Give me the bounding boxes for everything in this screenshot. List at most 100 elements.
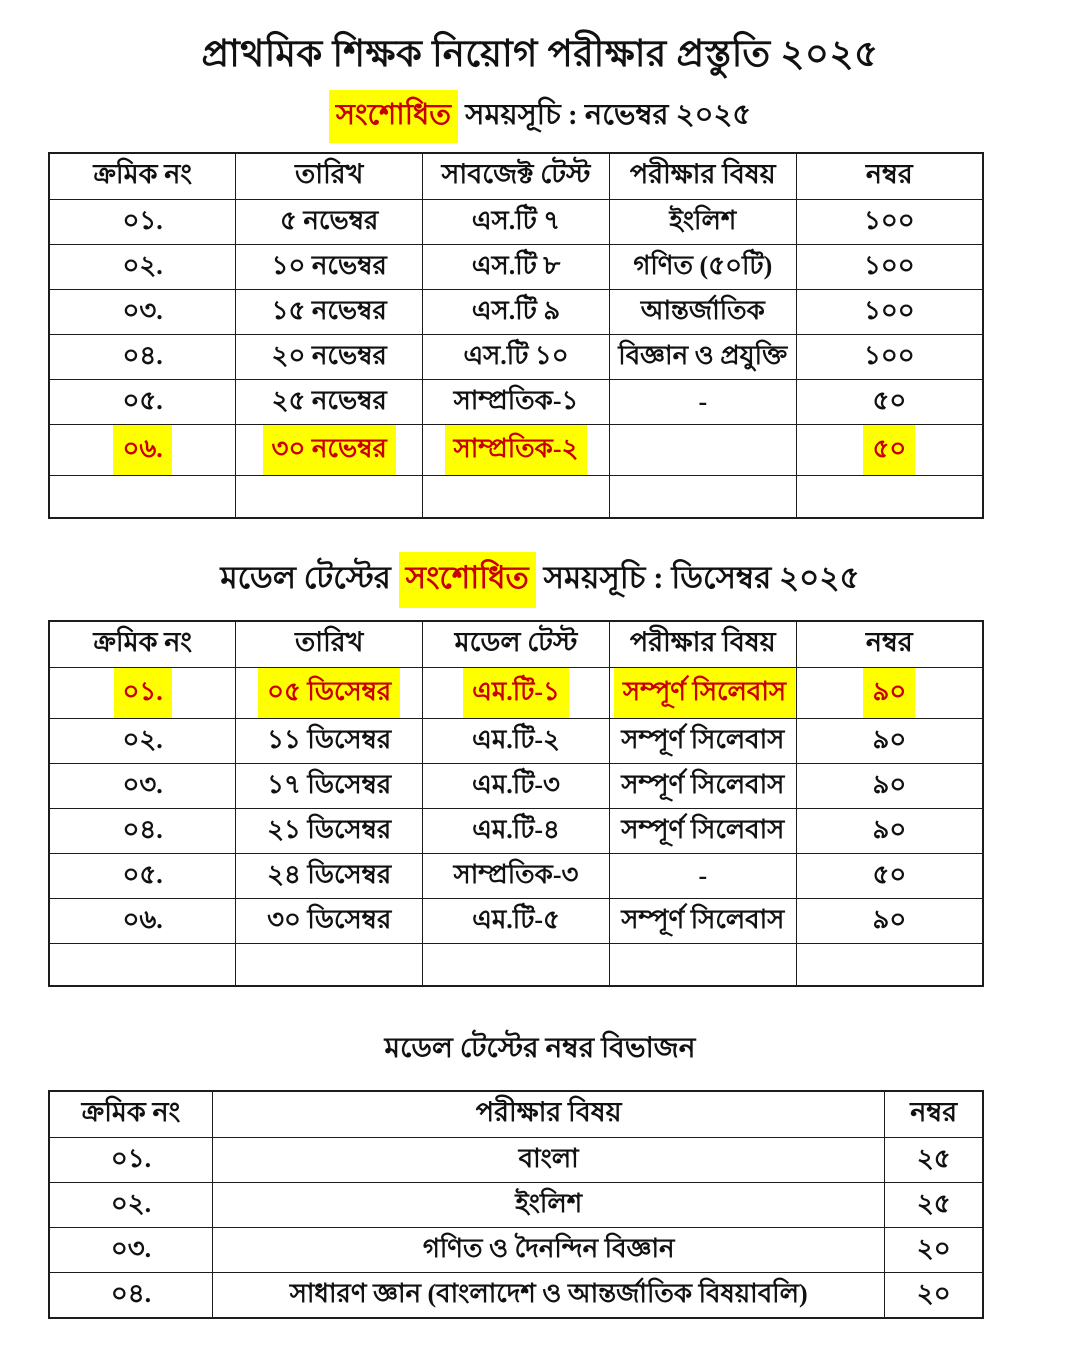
- table-cell: ইংলিশ: [608, 199, 797, 245]
- table-cell: এম.টি-২: [422, 718, 610, 764]
- highlighted-cell-text: ৩০ নভেম্বর: [262, 425, 396, 475]
- table-cell: [48, 475, 237, 519]
- marks-distribution-table: ক্রমিক নং পরীক্ষার বিষয় নম্বর ০১. বাংলা ২৫ ০২…: [48, 1090, 984, 1319]
- table-cell: ০৩.: [48, 1227, 213, 1273]
- table-cell: সাম্প্রতিক-১: [422, 379, 610, 425]
- table-cell: এস.টি ১০: [422, 334, 610, 380]
- revised-highlight: সংশোধিত: [328, 90, 459, 143]
- table-cell: সম্পূর্ণ সিলেবাস: [608, 898, 797, 944]
- table-cell: ০৪.: [48, 808, 237, 854]
- table-cell: ৫০: [795, 424, 984, 476]
- table-cell: বাংলা: [211, 1137, 886, 1183]
- table-cell: এম.টি-৩: [422, 763, 610, 809]
- page-title-text: প্রাথমিক শিক্ষক নিয়োগ পরীক্ষার প্রস্তুত…: [201, 34, 879, 75]
- table-cell: ৯০: [795, 898, 984, 944]
- table-cell: ০৪.: [48, 1272, 213, 1319]
- highlighted-cell-text: ০৬.: [113, 425, 172, 475]
- table-cell: ৯০: [795, 763, 984, 809]
- marks-section-title: মডেল টেস্টের নম্বর বিভাজন: [0, 1026, 1080, 1073]
- column-header: পরীক্ষার বিষয়: [608, 152, 797, 200]
- table-cell: সম্পূর্ণ সিলেবাস: [608, 808, 797, 854]
- table-cell: ২৫: [884, 1137, 984, 1183]
- table-cell: এস.টি ৭: [422, 199, 610, 245]
- table-cell: ১০০: [795, 244, 984, 290]
- table-cell: এস.টি ৯: [422, 289, 610, 335]
- column-header: নম্বর: [884, 1090, 984, 1138]
- page-title: প্রাথমিক শিক্ষক নিয়োগ পরীক্ষার প্রস্তুত…: [0, 24, 1080, 87]
- highlighted-cell-text: সাম্প্রতিক-২: [444, 425, 588, 475]
- table-cell: ১৭ ডিসেম্বর: [235, 763, 424, 809]
- column-header: ক্রমিক নং: [48, 620, 237, 668]
- table-row: ০৩. ১৭ ডিসেম্বর এম.টি-৩ সম্পূর্ণ সিলেবাস ৯০: [48, 763, 984, 809]
- column-header: পরীক্ষার বিষয়: [211, 1090, 886, 1138]
- december-title-pre: মডেল টেস্টের: [220, 560, 399, 595]
- table-cell: ২৫: [884, 1182, 984, 1228]
- table-cell: ৫০: [795, 379, 984, 425]
- table-cell: এম.টি-৫: [422, 898, 610, 944]
- november-subtitle-text: সময়সূচি : নভেম্বর ২০২৫: [458, 99, 752, 131]
- table-cell: ০৬.: [48, 424, 237, 476]
- table-cell: ১০০: [795, 289, 984, 335]
- table-cell: ১০০: [795, 199, 984, 245]
- table-cell: ০২.: [48, 1182, 213, 1228]
- table-cell: ইংলিশ: [211, 1182, 886, 1228]
- table: ক্রমিক নং তারিখ মডেল টেস্ট পরীক্ষার বিষয় নম…: [48, 620, 984, 987]
- table-cell: ০৬.: [48, 898, 237, 944]
- table-cell: ৫০: [795, 853, 984, 899]
- table-cell: সাম্প্রতিক-৩: [422, 853, 610, 899]
- table-row: ০১. ০৫ ডিসেম্বর এম.টি-১ সম্পূর্ণ সিলেবাস ৯০: [48, 667, 984, 719]
- november-subtitle: সংশোধিত সময়সূচি : নভেম্বর ২০২৫: [0, 90, 1080, 143]
- december-schedule-table: ক্রমিক নং তারিখ মডেল টেস্ট পরীক্ষার বিষয় নম…: [48, 620, 984, 987]
- table-cell: ৫ নভেম্বর: [235, 199, 424, 245]
- table-cell: ০১.: [48, 199, 237, 245]
- table-cell: ৩০ ডিসেম্বর: [235, 898, 424, 944]
- table-row: [48, 943, 984, 987]
- highlighted-cell-text: ৯০: [863, 668, 916, 718]
- highlighted-cell-text: ০১.: [113, 668, 172, 718]
- column-header: নম্বর: [795, 620, 984, 668]
- table-cell: গণিত (৫০টি): [608, 244, 797, 290]
- december-section-title: মডেল টেস্টের সংশোধিত সময়সূচি : ডিসেম্বর…: [0, 552, 1080, 608]
- table-cell: ৩০ নভেম্বর: [235, 424, 424, 476]
- column-header: নম্বর: [795, 152, 984, 200]
- table-cell: ১০০: [795, 334, 984, 380]
- table-cell: [608, 943, 797, 987]
- table-cell: ২৫ নভেম্বর: [235, 379, 424, 425]
- table-row: ০৩. ১৫ নভেম্বর এস.টি ৯ আন্তর্জাতিক ১০০: [48, 289, 984, 335]
- table-cell: ০১.: [48, 1137, 213, 1183]
- table-row: ০২. ১০ নভেম্বর এস.টি ৮ গণিত (৫০টি) ১০০: [48, 244, 984, 290]
- highlighted-cell-text: সম্পূর্ণ সিলেবাস: [613, 668, 796, 718]
- header-row: ক্রমিক নং তারিখ সাবজেক্ট টেস্ট পরীক্ষার বিষ…: [48, 152, 984, 200]
- table-row: ০১. বাংলা ২৫: [48, 1137, 984, 1183]
- table-cell: -: [608, 853, 797, 899]
- table-cell: ০৫.: [48, 853, 237, 899]
- table-cell: [422, 475, 610, 519]
- table-row: ০২. ১১ ডিসেম্বর এম.টি-২ সম্পূর্ণ সিলেবাস ৯০: [48, 718, 984, 764]
- column-header: পরীক্ষার বিষয়: [608, 620, 797, 668]
- header-row: ক্রমিক নং তারিখ মডেল টেস্ট পরীক্ষার বিষয় নম…: [48, 620, 984, 668]
- table-cell: ০৫.: [48, 379, 237, 425]
- table-cell: ১৫ নভেম্বর: [235, 289, 424, 335]
- column-header: মডেল টেস্ট: [422, 620, 610, 668]
- table-row: ০৩. গণিত ও দৈনন্দিন বিজ্ঞান ২০: [48, 1227, 984, 1273]
- table-row: [48, 475, 984, 519]
- table-cell: ১০ নভেম্বর: [235, 244, 424, 290]
- table: ক্রমিক নং পরীক্ষার বিষয় নম্বর ০১. বাংলা ২৫ ০২…: [48, 1090, 984, 1319]
- table-row: ০৫. ২৪ ডিসেম্বর সাম্প্রতিক-৩-৫০: [48, 853, 984, 899]
- table-cell: [235, 943, 424, 987]
- table-row: ০৬. ৩০ ডিসেম্বর এম.টি-৫ সম্পূর্ণ সিলেবাস ৯০: [48, 898, 984, 944]
- highlighted-cell-text: ০৫ ডিসেম্বর: [258, 668, 401, 718]
- table-cell: [795, 943, 984, 987]
- table: ক্রমিক নং তারিখ সাবজেক্ট টেস্ট পরীক্ষার বিষ…: [48, 152, 984, 519]
- table-cell: ১১ ডিসেম্বর: [235, 718, 424, 764]
- table-row: ০৪. ২০ নভেম্বর এস.টি ১০ বিজ্ঞান ও প্রযুক্তি…: [48, 334, 984, 380]
- column-header: ক্রমিক নং: [48, 1090, 213, 1138]
- table-row: ০১. ৫ নভেম্বর এস.টি ৭ ইংলিশ ১০০: [48, 199, 984, 245]
- table-cell: ৯০: [795, 808, 984, 854]
- marks-title-text: মডেল টেস্টের নম্বর বিভাজন: [384, 1033, 696, 1064]
- table-cell: সম্পূর্ণ সিলেবাস: [608, 763, 797, 809]
- table-cell: আন্তর্জাতিক: [608, 289, 797, 335]
- table-cell: ০৫ ডিসেম্বর: [235, 667, 424, 719]
- table-row: ০৬. ৩০ নভেম্বর সাম্প্রতিক-২ ৫০: [48, 424, 984, 476]
